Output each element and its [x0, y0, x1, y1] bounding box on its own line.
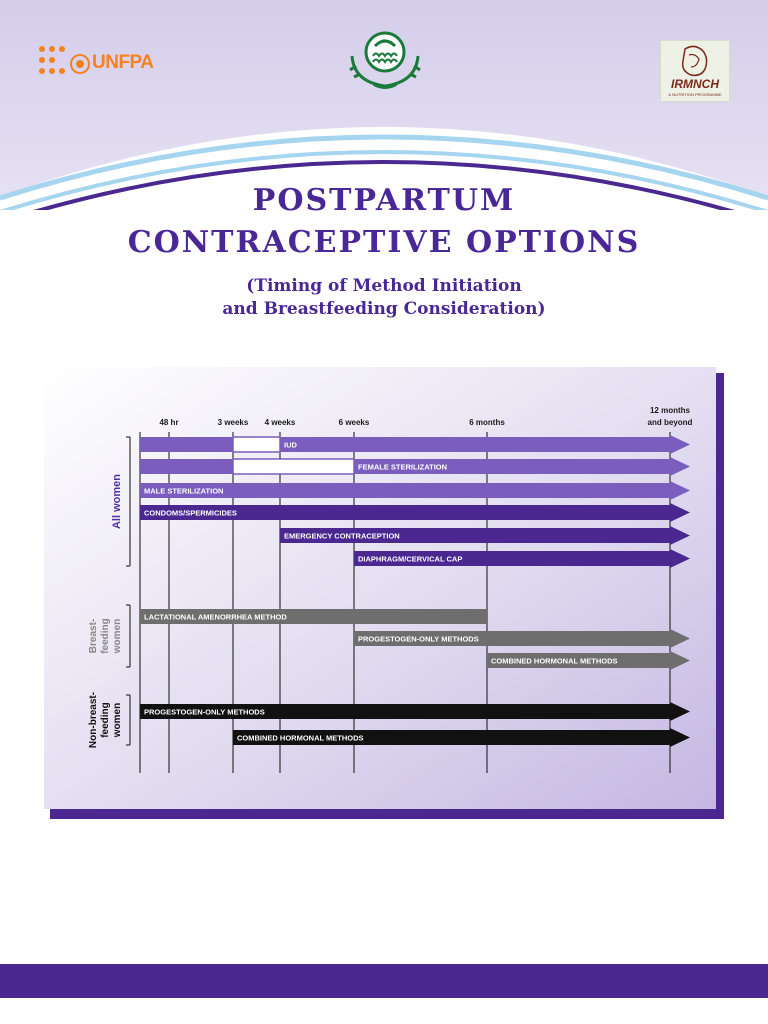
page-title-line2: CONTRACEPTIVE OPTIONS: [127, 225, 641, 260]
bar-all-condoms-spermicides-0: [140, 505, 670, 520]
bar-label-all-emergency-contraception: EMERGENCY CONTRACEPTION: [284, 532, 400, 541]
arrow-bf-progestogen-only-methods: [670, 629, 690, 648]
bar-all-female-sterilization-1: [354, 459, 670, 474]
group-label-bf-0: Breast-: [88, 619, 99, 653]
bar-bf-combined-hormonal-methods-0: [487, 653, 670, 668]
arrow-bf-combined-hormonal-methods: [670, 651, 690, 670]
group-label-all-0: All women: [111, 474, 123, 529]
arrow-all-emergency-contraception: [670, 526, 690, 545]
bar-label-bf-lactational-amenorrhea-method: LACTATIONAL AMENORRHEA METHOD: [144, 613, 287, 622]
bar-gap-all-female-sterilization: [232, 458, 355, 475]
bar-label-all-male-sterilization: MALE STERILIZATION: [144, 487, 223, 496]
arrow-all-diaphragm-cervical-cap: [670, 549, 690, 568]
bar-label-bf-combined-hormonal-methods: COMBINED HORMONAL METHODS: [491, 657, 618, 666]
bar-label-nbf-progestogen-only-methods: PROGESTOGEN-ONLY METHODS: [144, 708, 265, 717]
arrow-all-condoms-spermicides: [670, 503, 690, 522]
bar-all-iud-0: [140, 437, 233, 452]
bar-label-all-iud: IUD: [284, 441, 298, 450]
bar-all-female-sterilization-0: [140, 459, 233, 474]
header-background: [0, 0, 768, 210]
tick-label-t4w: 4 weeks: [265, 418, 296, 427]
group-label-nbf-2: women: [112, 703, 123, 738]
arrow-all-female-sterilization: [670, 457, 690, 476]
arrow-all-male-sterilization: [670, 481, 690, 500]
bar-label-bf-progestogen-only-methods: PROGESTOGEN-ONLY METHODS: [358, 635, 479, 644]
tick-label-t3w: 3 weeks: [218, 418, 249, 427]
bar-bf-lactational-amenorrhea-method-0: [140, 609, 487, 624]
page-title-line1: POSTPARTUM: [252, 183, 516, 218]
bar-nbf-progestogen-only-methods-0: [140, 704, 670, 719]
tick-label-t12m: 12 months: [650, 406, 691, 415]
tick-label-t12m-line2: and beyond: [648, 418, 693, 427]
bar-label-all-female-sterilization: FEMALE STERILIZATION: [358, 463, 447, 472]
irmnch-logo: IRMNCH & NUTRITION PROGRAMME: [660, 40, 730, 102]
tick-label-t6m: 6 months: [469, 418, 505, 427]
unfpa-logo: UNFPA: [36, 44, 166, 84]
government-crest-logo: [349, 31, 421, 89]
bar-all-iud-1: [280, 437, 670, 452]
bar-bf-progestogen-only-methods-0: [354, 631, 670, 646]
group-label-nbf-0: Non-breast-: [88, 692, 99, 748]
group-label-bf-2: women: [112, 619, 123, 654]
unfpa-logo-text: UNFPA: [92, 52, 154, 73]
bar-label-nbf-combined-hormonal-methods: COMBINED HORMONAL METHODS: [237, 734, 364, 743]
page-subtitle-line1: (Timing of Method Initiation: [246, 276, 522, 296]
bar-nbf-combined-hormonal-methods-0: [233, 730, 670, 745]
bar-gap-all-iud: [232, 436, 281, 453]
bar-label-all-diaphragm-cervical-cap: DIAPHRAGM/CERVICAL CAP: [358, 555, 462, 564]
irmnch-logo-subtext: & NUTRITION PROGRAMME: [668, 92, 722, 97]
group-label-bf-1: feeding: [100, 618, 111, 654]
bar-all-male-sterilization-0: [140, 483, 670, 498]
bar-label-all-condoms-spermicides: CONDOMS/SPERMICIDES: [144, 509, 237, 518]
tick-label-t6w: 6 weeks: [339, 418, 370, 427]
bar-all-diaphragm-cervical-cap-0: [354, 551, 670, 566]
arrow-all-iud: [670, 435, 690, 454]
tick-label-t48h: 48 hr: [159, 418, 178, 427]
bar-all-emergency-contraception-0: [280, 528, 670, 543]
arrow-nbf-progestogen-only-methods: [670, 702, 690, 721]
contraceptive-timeline-chart: 48 hr 3 weeks 4 weeks 6 weeks 6 months 12 mon…: [44, 367, 724, 819]
irmnch-logo-text: IRMNCH: [671, 77, 719, 91]
page-subtitle-line2: and Breastfeeding Consideration): [222, 299, 546, 319]
arrow-nbf-combined-hormonal-methods: [670, 728, 690, 747]
footer-bar: [0, 964, 768, 998]
group-label-nbf-1: feeding: [100, 702, 111, 738]
